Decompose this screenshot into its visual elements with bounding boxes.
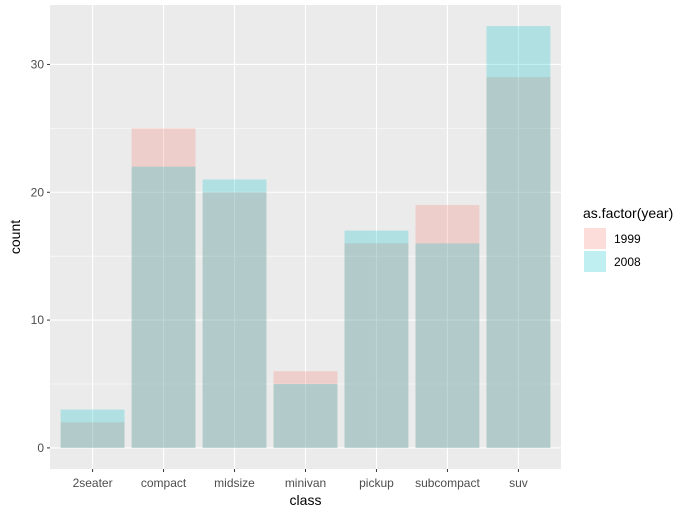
y-tick-label: 20 [31,185,45,199]
legend-key-2008 [584,251,606,272]
legend-label-1999: 1999 [614,232,641,246]
y-axis-title: count [7,220,23,254]
bar-1999-2seater [60,422,125,448]
bar-2008-pickup [344,230,409,448]
bar-2008-compact [131,166,196,448]
x-tick-label: midsize [214,476,255,490]
bar-1999-minivan [273,371,338,448]
bar-1999-midsize [202,192,267,448]
x-axis-title: class [290,492,322,508]
y-tick-label: 10 [31,313,45,327]
x-axis: 2seater compact midsize minivan pickup subcom… [73,469,528,490]
y-axis: 0 10 20 30 [31,57,50,455]
x-tick-label: minivan [285,476,326,490]
legend-title: as.factor(year) [583,205,673,221]
major-gridlines [50,5,561,469]
x-tick-label: pickup [359,476,394,490]
x-tick-label: subcompact [415,476,480,490]
bar-1999-compact [131,128,196,448]
bar-2008-minivan [273,383,338,448]
x-tick-label: compact [141,476,187,490]
x-tick-label: suv [509,476,528,490]
legend-label-2008: 2008 [614,255,641,269]
legend-key-1999 [584,228,606,249]
bars [60,26,551,448]
y-tick-label: 30 [31,57,45,71]
bar-1999-pickup [344,243,409,448]
legend: as.factor(year) 1999 2008 [583,205,673,272]
bar-1999-suv [486,77,551,448]
x-tick-label: 2seater [73,476,113,490]
bar-2008-2seater [60,409,125,448]
bar-2008-midsize [202,179,267,448]
y-tick-label: 0 [37,441,44,455]
bar-1999-subcompact [415,205,480,448]
bar-2008-suv [486,26,551,448]
bar-2008-subcompact [415,243,480,448]
